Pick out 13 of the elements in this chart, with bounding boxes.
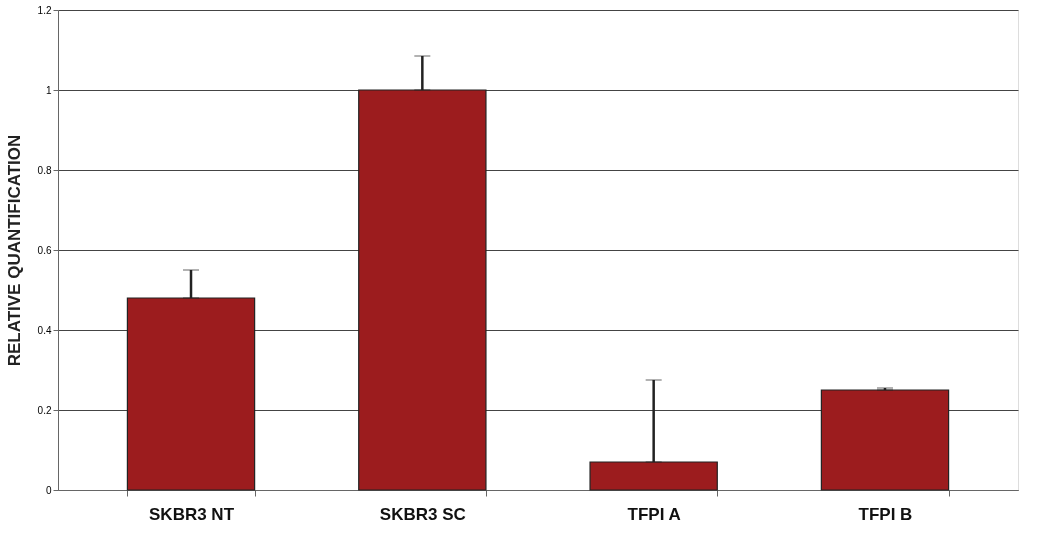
- bar: [820, 389, 950, 491]
- x-tick-label: TFPI B: [858, 504, 913, 524]
- y-tick-label: 0.4: [37, 324, 52, 336]
- x-tick-label: TFPI A: [627, 504, 681, 524]
- y-tick-label: 0.2: [37, 404, 52, 416]
- y-tick-label: 0.6: [37, 244, 52, 256]
- x-tick-label: SKBR3 SC: [379, 504, 466, 524]
- y-tick-label: 0.8: [37, 164, 52, 176]
- y-axis-title: RELATIVE QUANTIFICATION: [4, 134, 24, 367]
- y-tick-label: 0: [45, 484, 52, 496]
- y-tick-label: 1.2: [37, 4, 52, 16]
- y-tick-label: 1: [45, 84, 52, 96]
- x-tick-label: SKBR3 NT: [149, 504, 235, 524]
